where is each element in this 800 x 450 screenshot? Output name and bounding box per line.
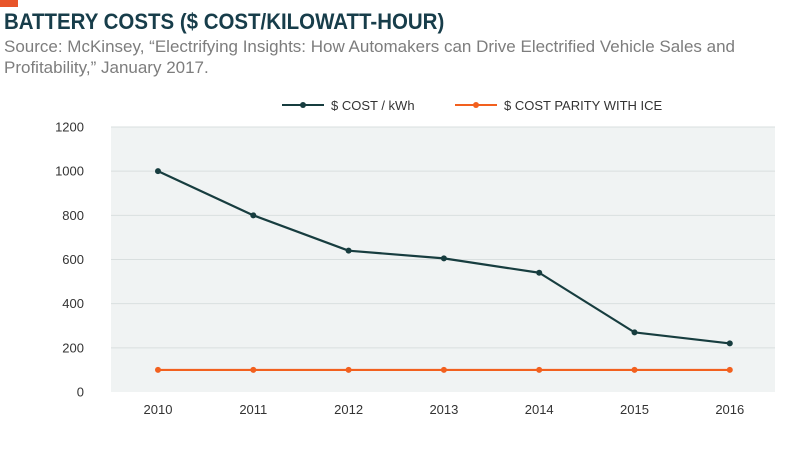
data-point[interactable] — [631, 366, 638, 373]
series-group — [155, 168, 733, 373]
legend-label-parity: $ COST PARITY WITH ICE — [504, 98, 663, 113]
chart-title: BATTERY COSTS ($ COST/KILOWATT-HOUR) — [4, 9, 445, 34]
y-tick-label: 600 — [62, 252, 84, 267]
x-tick-label: 2012 — [334, 402, 363, 417]
accent-bar — [0, 0, 18, 7]
legend-marker-parity — [473, 102, 479, 108]
y-tick-label: 200 — [62, 340, 84, 355]
data-point[interactable] — [440, 366, 447, 373]
data-point[interactable] — [536, 269, 543, 276]
y-tick-label: 400 — [62, 296, 84, 311]
legend: $ COST / kWh $ COST PARITY WITH ICE — [282, 98, 663, 113]
x-tick-label: 2010 — [144, 402, 173, 417]
legend-item-cost[interactable]: $ COST / kWh — [282, 98, 415, 113]
x-tick-label: 2013 — [429, 402, 458, 417]
data-point[interactable] — [345, 247, 352, 254]
data-point[interactable] — [155, 366, 161, 373]
x-tick-label: 2015 — [620, 402, 649, 417]
y-tick-label: 0 — [77, 385, 84, 400]
series-cost — [155, 168, 733, 347]
series-parity — [155, 366, 733, 373]
data-point[interactable] — [250, 366, 257, 373]
data-point[interactable] — [440, 255, 447, 262]
data-point[interactable] — [155, 168, 161, 175]
gridlines — [111, 126, 775, 349]
legend-marker-cost — [300, 102, 306, 108]
x-tick-label: 2011 — [239, 402, 267, 417]
data-point[interactable] — [345, 366, 352, 373]
x-tick-label: 2014 — [525, 402, 554, 417]
y-axis: 0 200 400 600 800 1000 1200 — [55, 120, 84, 400]
legend-label-cost: $ COST / kWh — [331, 98, 415, 113]
chart-subtitle: Source: McKinsey, “Electrifying Insights… — [4, 37, 735, 77]
legend-item-parity[interactable]: $ COST PARITY WITH ICE — [455, 98, 663, 113]
x-axis: 2010 2011 2012 2013 2014 2015 2016 — [144, 402, 745, 417]
x-tick-label: 2016 — [715, 402, 744, 417]
data-point[interactable] — [726, 366, 733, 373]
y-tick-label: 800 — [62, 208, 84, 223]
data-point[interactable] — [726, 340, 733, 347]
y-tick-label: 1000 — [55, 164, 84, 179]
y-tick-label: 1200 — [55, 120, 84, 135]
data-point[interactable] — [250, 212, 257, 219]
data-point[interactable] — [631, 329, 638, 336]
data-point[interactable] — [536, 366, 543, 373]
